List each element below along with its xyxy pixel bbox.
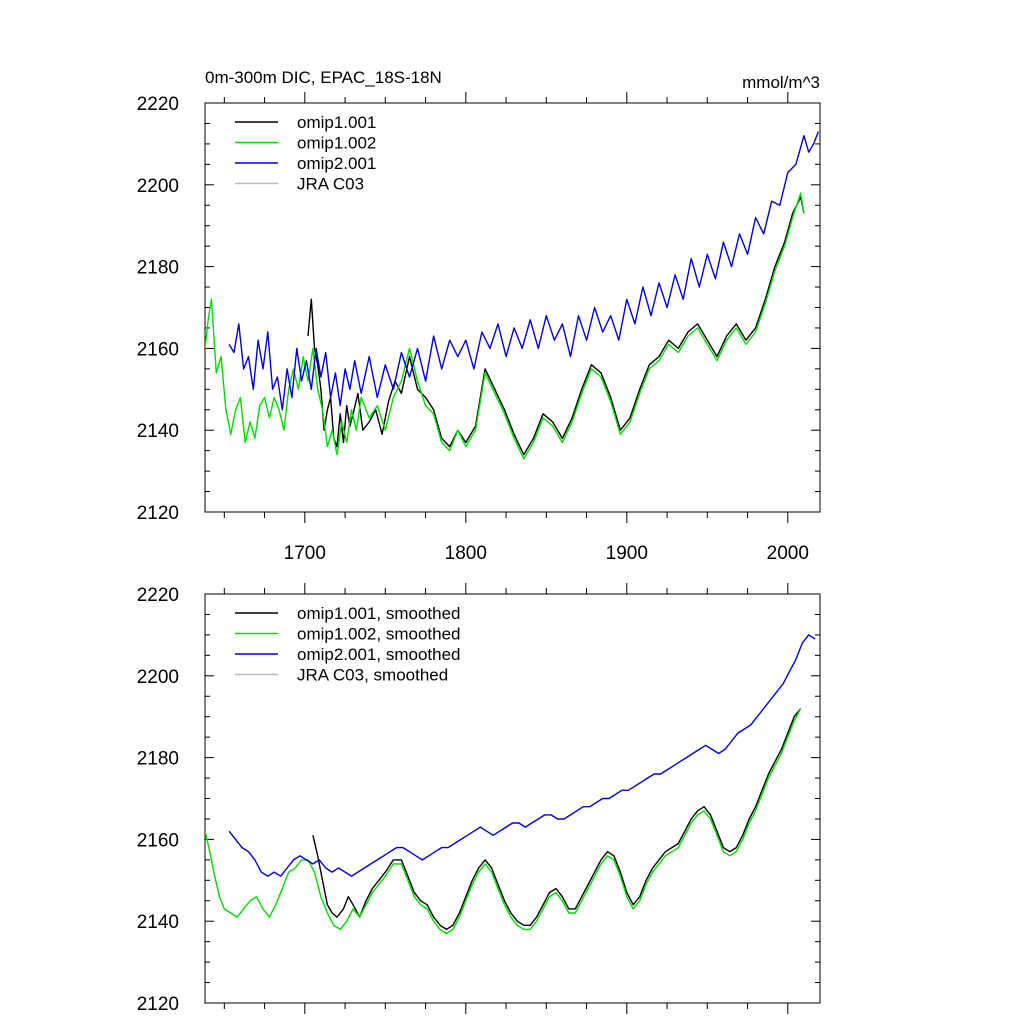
legend-label: omip1.001, smoothed <box>297 604 461 623</box>
y-tick-label: 2160 <box>137 339 179 360</box>
y-tick-label: 2140 <box>137 912 179 933</box>
series-line-2 <box>228 131 820 411</box>
y-tick-label: 2120 <box>137 994 179 1015</box>
series-line-2 <box>228 634 816 877</box>
y-tick-label: 2220 <box>137 94 179 115</box>
chart-title: 0m-300m DIC, EPAC_18S-18N <box>205 68 442 87</box>
legend-label: omip1.001 <box>297 113 376 132</box>
y-tick-label: 2140 <box>137 421 179 442</box>
series-line-1 <box>205 192 805 460</box>
y-tick-label: 2200 <box>137 176 179 197</box>
series-line-0 <box>312 708 802 931</box>
chart-units: mmol/m^3 <box>742 73 820 92</box>
legend-label: omip2.001, smoothed <box>297 645 461 664</box>
legend-label: omip2.001 <box>297 154 376 173</box>
y-tick-label: 2120 <box>137 503 179 524</box>
series-line-0 <box>307 196 805 456</box>
x-tick-label: 1700 <box>284 543 326 564</box>
bottom-panel: 2120 2140 2160 2180 2200 2220 omip1.001, smoot… <box>137 583 821 1015</box>
x-tick-label: 2000 <box>767 543 809 564</box>
y-tick-label: 2220 <box>137 585 179 606</box>
y-tick-label: 2160 <box>137 830 179 851</box>
legend-label: JRA C03 <box>297 175 364 194</box>
x-tick-label: 1800 <box>445 543 487 564</box>
series-line-1 <box>205 708 802 935</box>
top-panel: 2120 2140 2160 2180 2200 2220 1700 1800 1900 2000… <box>137 68 821 564</box>
y-tick-label: 2180 <box>137 258 179 279</box>
x-tick-label: 1900 <box>606 543 648 564</box>
y-tick-label: 2180 <box>137 749 179 770</box>
legend-label: JRA C03, smoothed <box>297 666 448 685</box>
legend-label: omip1.002, smoothed <box>297 625 461 644</box>
y-tick-label: 2200 <box>137 667 179 688</box>
legend-label: omip1.002 <box>297 134 376 153</box>
